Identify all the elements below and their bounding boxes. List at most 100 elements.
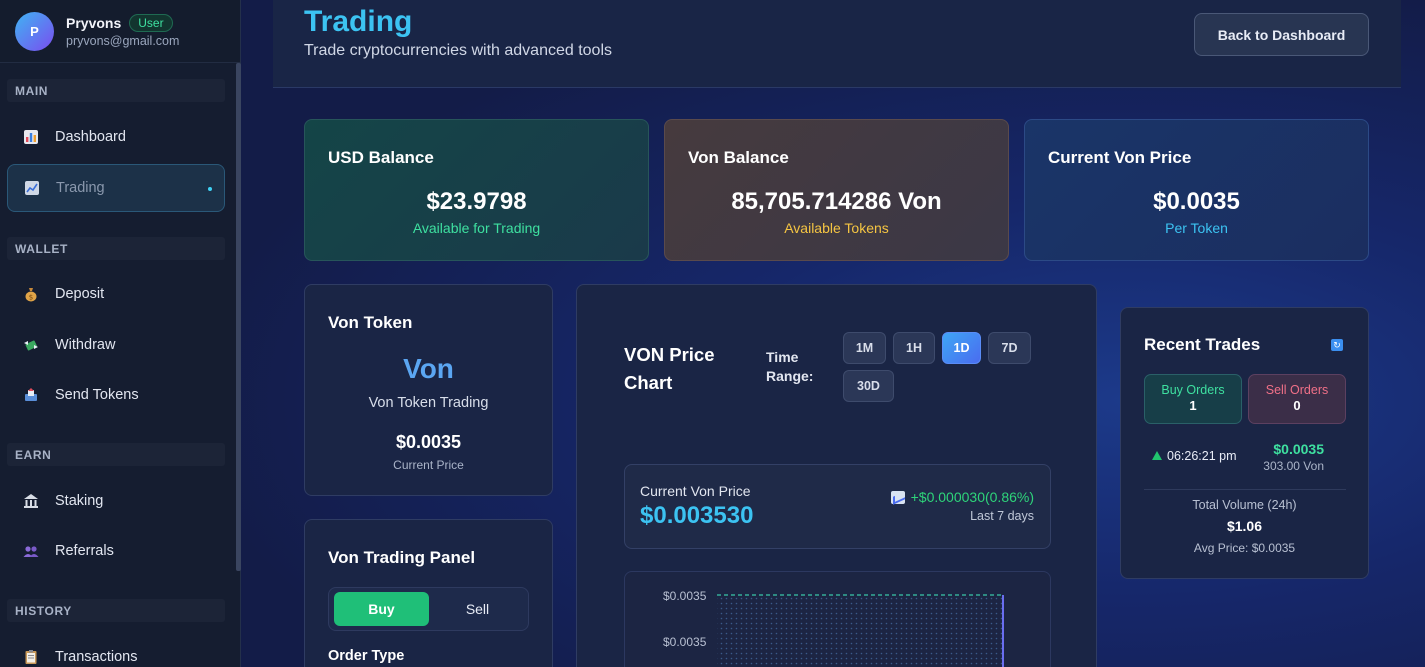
price-plot[interactable]: $0.0035 $0.0035	[624, 571, 1051, 667]
order-type-label: Order Type	[328, 648, 405, 664]
sidebar-item-deposit[interactable]: $ Deposit	[7, 270, 225, 318]
sidebar-item-label: Transactions	[55, 649, 138, 665]
total-volume-value: $1.06	[1226, 518, 1263, 534]
sidebar-item-transactions[interactable]: Transactions	[7, 633, 225, 667]
card-subtitle: Available Tokens	[784, 220, 889, 236]
card-title: USD Balance	[328, 148, 434, 167]
buy-orders-label: Buy Orders	[1161, 383, 1225, 397]
card-title: Von Trading Panel	[328, 548, 476, 567]
sidebar-item-label: Withdraw	[55, 337, 116, 353]
section-label-wallet: WALLET	[7, 237, 225, 260]
current-price-value: $0.0035	[1153, 188, 1240, 215]
people-icon	[22, 542, 40, 560]
buy-arrow-icon	[1152, 451, 1162, 460]
trade-row[interactable]: 06:26:21 pm $0.0035 303.00 Von	[1144, 438, 1346, 478]
time-range-label: Time Range:	[766, 349, 814, 384]
range-button-1h[interactable]: 1H	[893, 332, 935, 364]
y-axis-tick: $0.0035	[663, 589, 707, 603]
page-subtitle: Trade cryptocurrencies with advanced too…	[304, 42, 612, 59]
recent-trades-card: Recent Trades ↻ Buy Orders 1 Sell Orders…	[1120, 307, 1369, 579]
card-title: Von Balance	[688, 148, 789, 167]
price-plot-svg	[717, 594, 1004, 667]
money-wings-icon	[22, 336, 40, 354]
total-volume-label: Total Volume (24h)	[1192, 498, 1297, 512]
usd-balance-card: USD Balance $23.9798 Available for Tradi…	[304, 119, 649, 261]
clipboard-icon	[22, 648, 40, 666]
sell-orders-box: Sell Orders 0	[1248, 374, 1346, 424]
buy-sell-toggle: Buy Sell	[328, 587, 529, 631]
active-indicator-dot	[208, 187, 212, 191]
section-label-history: HISTORY	[7, 599, 225, 622]
token-price: $0.0035	[395, 432, 462, 452]
user-email: pryvons@gmail.com	[66, 34, 180, 48]
sidebar-item-withdraw[interactable]: Withdraw	[7, 321, 225, 369]
von-token-card: Von Token Von Von Token Trading $0.0035 …	[304, 284, 553, 496]
sidebar-item-send-tokens[interactable]: Send Tokens	[7, 371, 225, 419]
svg-text:$: $	[29, 294, 33, 302]
price-change: +$0.000030(0.86%)	[890, 489, 1034, 505]
avatar: P	[15, 11, 54, 51]
user-profile[interactable]: P Pryvons User pryvons@gmail.com	[0, 0, 240, 63]
card-subtitle: Per Token	[1165, 220, 1228, 236]
page-header: Trading Trade cryptocurrencies with adva…	[273, 0, 1401, 88]
money-bag-icon: $	[22, 285, 40, 303]
sidebar-item-label: Dashboard	[55, 129, 126, 145]
sidebar-item-label: Trading	[56, 180, 105, 196]
outbox-icon	[22, 386, 40, 404]
current-price-label: Current Von Price	[640, 483, 751, 499]
range-button-1m[interactable]: 1M	[843, 332, 886, 364]
card-title: Current Von Price	[1048, 148, 1192, 167]
chart-line-icon	[23, 179, 41, 197]
main-content: Trading Trade cryptocurrencies with adva…	[241, 0, 1425, 667]
buy-button[interactable]: Buy	[334, 592, 429, 626]
trade-amount: 303.00 Von	[1263, 459, 1324, 473]
price-area-fill	[717, 597, 1003, 667]
current-price-value: $0.003530	[640, 502, 754, 529]
current-price-box: Current Von Price $0.003530 +$0.000030(0…	[624, 464, 1051, 549]
sidebar-item-staking[interactable]: Staking	[7, 477, 225, 525]
chart-trend-icon	[890, 490, 905, 504]
bank-icon	[22, 492, 40, 510]
buy-orders-box: Buy Orders 1	[1144, 374, 1242, 424]
sidebar-item-dashboard[interactable]: Dashboard	[7, 113, 225, 161]
price-chart-card: VON Price Chart Time Range: 1M 1H 1D 7D …	[576, 284, 1097, 667]
price-change-value: +$0.000030(0.86%)	[910, 489, 1034, 505]
back-to-dashboard-button[interactable]: Back to Dashboard	[1194, 13, 1369, 56]
role-badge: User	[129, 14, 173, 32]
sell-orders-count: 0	[1293, 398, 1301, 413]
current-price-card: Current Von Price $0.0035 Per Token	[1024, 119, 1369, 261]
chart-title: VON Price Chart	[624, 344, 715, 393]
user-info: Pryvons User pryvons@gmail.com	[66, 14, 179, 48]
range-button-30d[interactable]: 30D	[843, 370, 894, 402]
usd-balance-value: $23.9798	[426, 188, 527, 215]
price-change-period: Last 7 days	[970, 509, 1034, 523]
von-balance-card: Von Balance 85,705.714286 Von Available …	[664, 119, 1009, 261]
token-description: Von Token Trading	[368, 395, 489, 411]
sidebar-item-label: Referrals	[55, 543, 114, 559]
sidebar-scrollbar[interactable]	[236, 63, 241, 571]
von-balance-value: 85,705.714286 Von	[731, 188, 942, 215]
sidebar: P Pryvons User pryvons@gmail.com MAIN Da…	[0, 0, 241, 667]
trade-price: $0.0035	[1273, 441, 1324, 457]
sell-orders-label: Sell Orders	[1265, 383, 1329, 397]
sell-button[interactable]: Sell	[465, 601, 490, 617]
trade-time: 06:26:21 pm	[1167, 449, 1237, 463]
card-title: Von Token	[328, 313, 413, 332]
token-price-label: Current Price	[393, 458, 464, 472]
divider	[1144, 489, 1346, 490]
page-title: Trading	[304, 5, 413, 38]
sidebar-item-trading[interactable]: Trading	[7, 164, 225, 212]
section-label-main: MAIN	[7, 79, 225, 102]
sidebar-item-referrals[interactable]: Referrals	[7, 527, 225, 575]
buy-orders-count: 1	[1189, 398, 1197, 413]
token-name: Von	[403, 353, 454, 384]
range-button-1d[interactable]: 1D	[942, 332, 981, 364]
sidebar-item-label: Deposit	[55, 286, 105, 302]
range-button-7d[interactable]: 7D	[988, 332, 1031, 364]
refresh-icon[interactable]: ↻	[1331, 339, 1343, 351]
card-title: Recent Trades	[1144, 335, 1261, 354]
user-name: Pryvons	[66, 15, 122, 31]
y-axis-tick: $0.0035	[663, 635, 707, 649]
trading-panel-card: Von Trading Panel Buy Sell Order Type	[304, 519, 553, 667]
section-label-earn: EARN	[7, 443, 225, 466]
